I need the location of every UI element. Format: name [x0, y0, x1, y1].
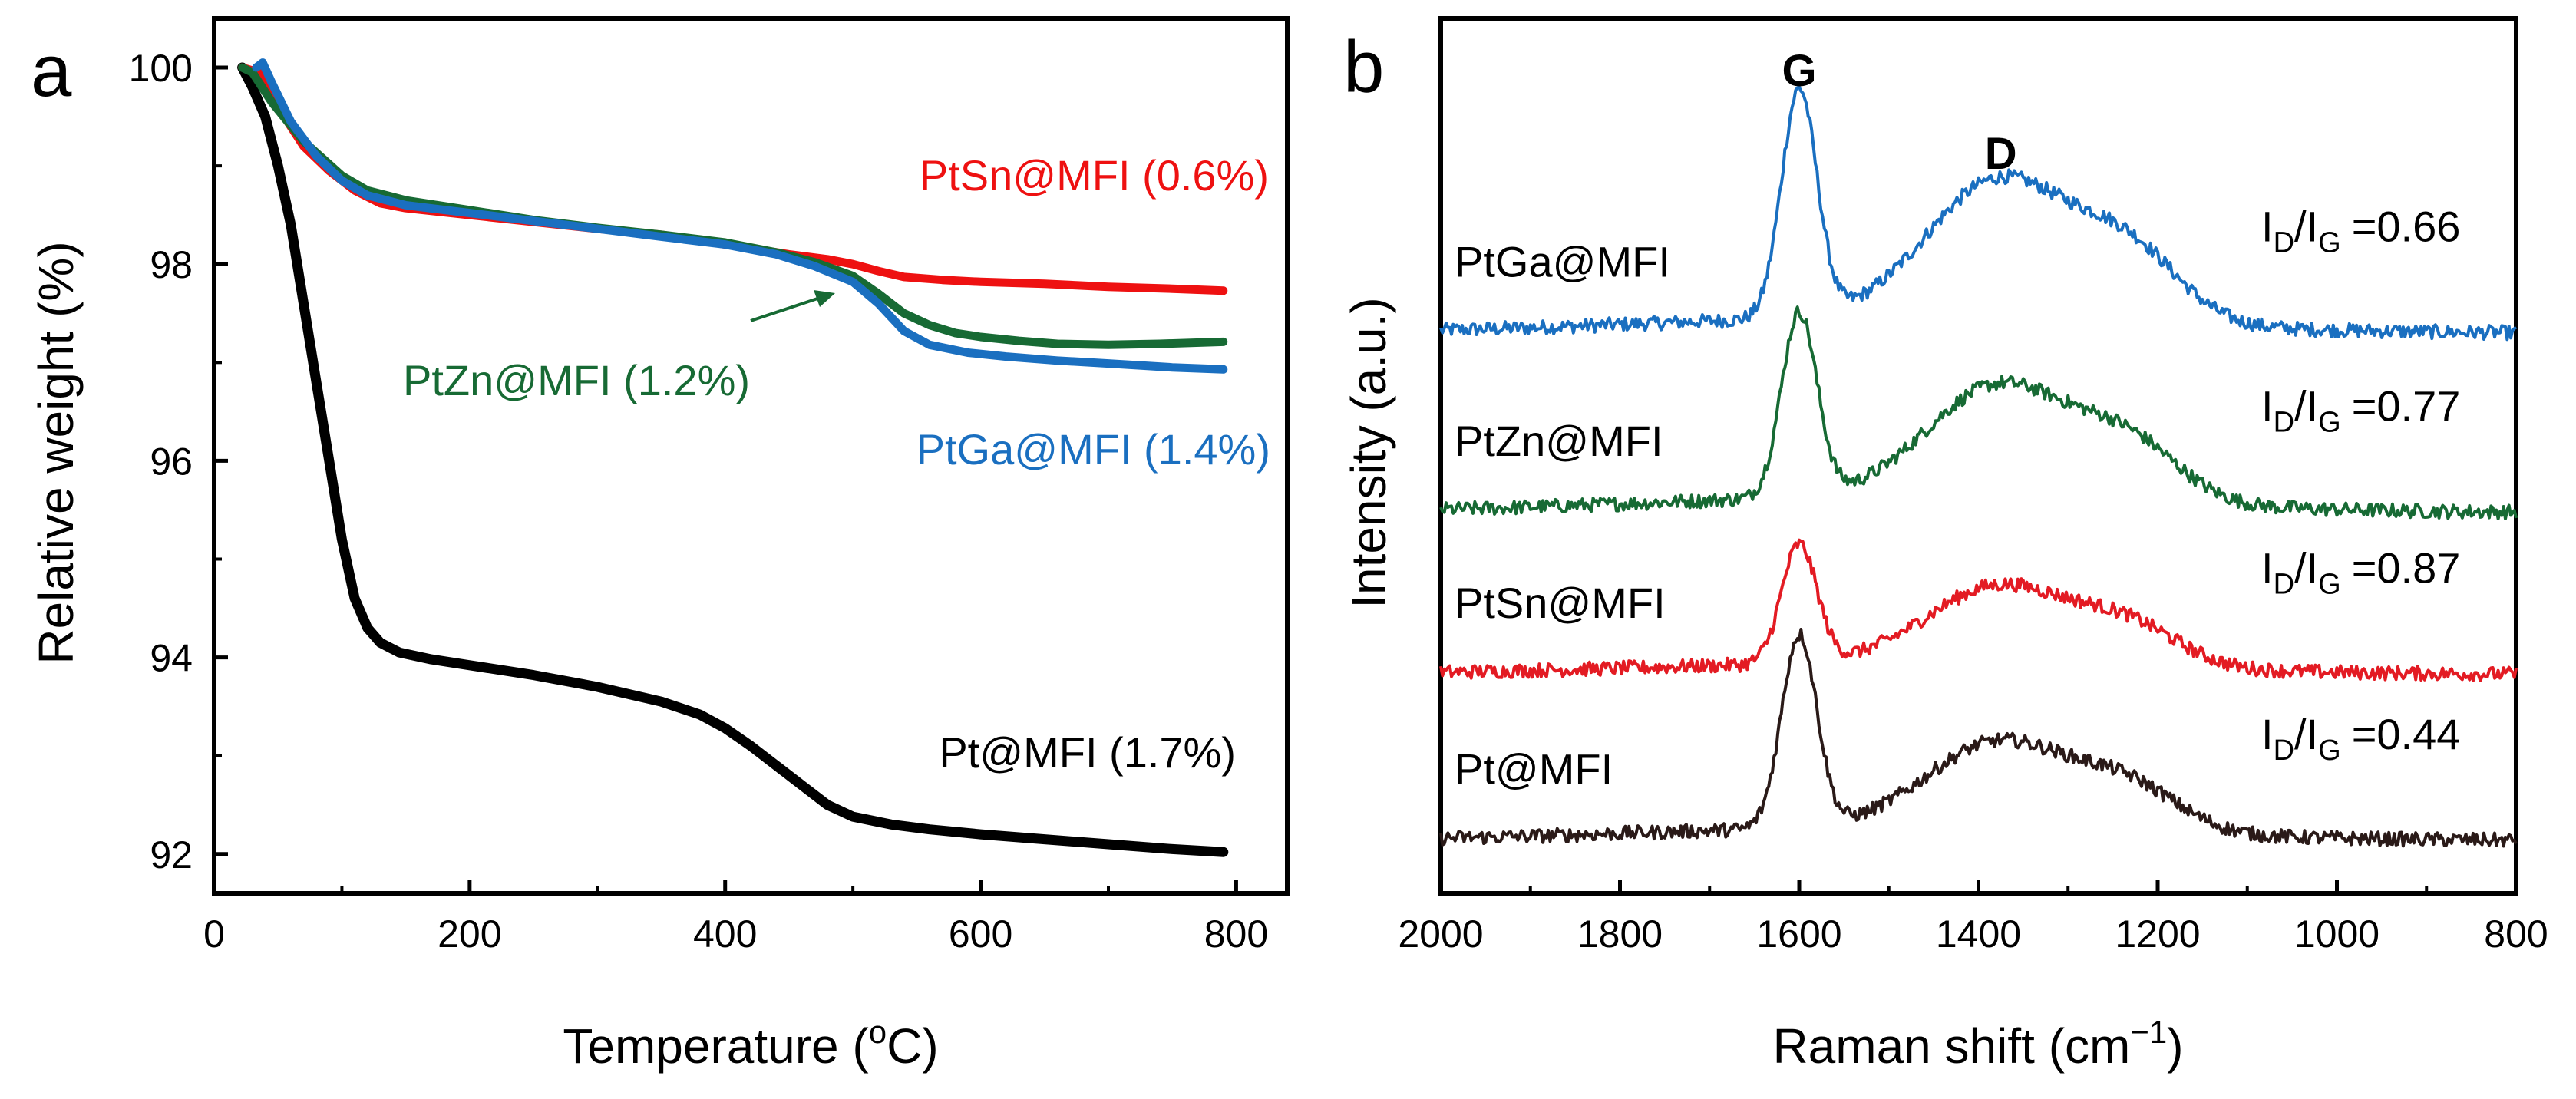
b-x-tick-label: 1000 [2294, 913, 2379, 955]
a-x-tick-label: 200 [438, 913, 501, 955]
b-x-tick-label: 1400 [1936, 913, 2021, 955]
panel-b: b 2000 1800 1600 1400 1200 1000 800 GD PtGa@MF… [1341, 16, 2548, 1074]
a-y-tick-label: 98 [150, 243, 193, 286]
a-y-tick-label: 100 [129, 47, 193, 90]
a-y-tick-label: 96 [150, 440, 193, 483]
ratio-pt: ID/IG =0.44 [2261, 710, 2460, 767]
raman-spectrum-ptga [1439, 85, 2518, 342]
raman-label-ptga: PtGa@MFI [1455, 237, 1670, 285]
panel-a-series [237, 58, 1229, 857]
a-x-tick-label: 0 [203, 913, 225, 955]
b-x-tick-label: 1600 [1756, 913, 1841, 955]
a-y-tick-label: 92 [150, 833, 193, 876]
panel-a-plot-frame [212, 16, 1290, 896]
panel-b-series-names: PtGa@MFI PtZn@MFI PtSn@MFI Pt@MFI [1455, 237, 1670, 793]
ratio-ptzn: ID/IG =0.77 [2261, 381, 2460, 438]
ratio-ptsn: ID/IG =0.87 [2261, 543, 2460, 600]
ratio-ptga: ID/IG =0.66 [2261, 203, 2460, 259]
label-ptsn-mfi: PtSn@MFI (0.6%) [920, 151, 1269, 200]
ptzn-pointer-arrow [750, 290, 835, 322]
series-line-pt [237, 62, 1229, 857]
label-pt-mfi: Pt@MFI (1.7%) [939, 728, 1236, 777]
peak-label-d: D [1985, 129, 2017, 179]
raman-label-ptsn: PtSn@MFI [1455, 579, 1666, 627]
panel-b-series [1439, 85, 2518, 848]
a-x-tick-label: 800 [1204, 913, 1268, 955]
panel-b-ticks: 2000 1800 1600 1400 1200 1000 800 [1398, 880, 2548, 955]
label-ptga-mfi: PtGa@MFI (1.4%) [916, 425, 1270, 474]
panel-a-letter: a [31, 30, 72, 112]
panel-a: a 0 200 400 600 800 92 94 96 98 100 PtSn@MFI (0.6… [28, 16, 1290, 1074]
panel-a-series-labels: PtSn@MFI (0.6%) PtZn@MFI (1.2%) PtGa@MFI… [403, 151, 1270, 777]
series-line-ptga [252, 58, 1228, 374]
raman-label-pt: Pt@MFI [1455, 745, 1613, 794]
a-x-tick-label: 600 [949, 913, 1012, 955]
raman-label-ptzn: PtZn@MFI [1455, 417, 1663, 465]
panel-b-peak-labels: GD [1782, 46, 2016, 179]
panel-b-ratios: ID/IG =0.66 ID/IG =0.77 ID/IG =0.87 ID/IG =0.44 [2261, 203, 2460, 767]
raman-spectrum-pt [1439, 628, 2518, 848]
b-x-tick-label: 1200 [2115, 913, 2200, 955]
panel-b-y-axis-title: Intensity (a.u.) [1341, 297, 1396, 609]
panel-b-x-axis-title: Raman shift (cm−1) [1772, 1014, 2183, 1074]
label-ptzn-mfi: PtZn@MFI (1.2%) [403, 356, 750, 404]
b-x-tick-label: 2000 [1398, 913, 1483, 955]
raman-spectrum-ptsn [1439, 538, 2518, 682]
panel-a-y-axis-title: Relative weight (%) [28, 241, 84, 664]
b-x-tick-label: 800 [2484, 913, 2548, 955]
b-x-tick-label: 1800 [1577, 913, 1663, 955]
panel-a-x-axis-title: Temperature (oC) [563, 1014, 938, 1074]
a-x-tick-label: 400 [693, 913, 757, 955]
a-y-tick-label: 94 [150, 637, 193, 680]
peak-label-g: G [1782, 46, 1816, 96]
panel-b-letter: b [1343, 26, 1384, 108]
panel-a-ticks: 0 200 400 600 800 92 94 96 98 100 [129, 47, 1269, 955]
raman-spectrum-ptzn [1439, 305, 2518, 520]
